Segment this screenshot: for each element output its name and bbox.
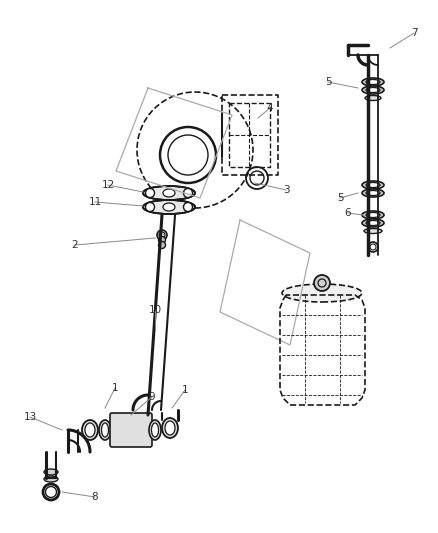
Ellipse shape xyxy=(165,421,175,435)
Ellipse shape xyxy=(366,79,380,85)
Ellipse shape xyxy=(362,78,384,86)
Ellipse shape xyxy=(163,203,175,211)
Ellipse shape xyxy=(145,189,155,198)
Ellipse shape xyxy=(149,420,161,440)
FancyBboxPatch shape xyxy=(110,413,152,447)
Text: 9: 9 xyxy=(148,392,155,402)
Ellipse shape xyxy=(152,423,159,437)
Ellipse shape xyxy=(366,87,380,93)
Text: 2: 2 xyxy=(72,240,78,250)
Text: 13: 13 xyxy=(23,412,37,422)
Text: 1: 1 xyxy=(182,385,188,395)
Ellipse shape xyxy=(162,418,178,438)
Circle shape xyxy=(157,230,167,240)
Text: 12: 12 xyxy=(101,180,115,190)
Text: 10: 10 xyxy=(148,305,162,315)
Ellipse shape xyxy=(44,469,58,475)
Ellipse shape xyxy=(85,423,95,437)
Ellipse shape xyxy=(362,219,384,227)
Ellipse shape xyxy=(366,221,380,225)
Ellipse shape xyxy=(44,476,58,482)
Ellipse shape xyxy=(143,186,195,200)
Ellipse shape xyxy=(362,86,384,94)
Ellipse shape xyxy=(362,211,384,219)
Circle shape xyxy=(159,241,166,248)
Circle shape xyxy=(368,242,378,252)
Ellipse shape xyxy=(145,203,155,212)
Ellipse shape xyxy=(362,181,384,189)
Ellipse shape xyxy=(163,189,175,197)
Text: 6: 6 xyxy=(345,208,351,218)
Circle shape xyxy=(46,487,57,497)
Text: 4: 4 xyxy=(267,103,273,113)
Ellipse shape xyxy=(184,189,192,198)
Ellipse shape xyxy=(366,182,380,188)
Ellipse shape xyxy=(366,213,380,217)
Ellipse shape xyxy=(364,229,382,233)
Text: 3: 3 xyxy=(283,185,290,195)
Circle shape xyxy=(314,275,330,291)
Circle shape xyxy=(159,237,166,244)
Text: 8: 8 xyxy=(92,492,98,502)
Ellipse shape xyxy=(366,190,380,196)
Text: 1: 1 xyxy=(112,383,118,393)
Text: 11: 11 xyxy=(88,197,102,207)
Ellipse shape xyxy=(365,95,381,101)
Ellipse shape xyxy=(362,189,384,197)
Ellipse shape xyxy=(184,203,192,212)
Ellipse shape xyxy=(143,200,195,214)
Ellipse shape xyxy=(82,420,98,440)
Text: 5: 5 xyxy=(337,193,343,203)
Ellipse shape xyxy=(102,423,109,437)
Ellipse shape xyxy=(282,284,362,302)
Text: 5: 5 xyxy=(325,77,331,87)
Ellipse shape xyxy=(99,420,111,440)
Text: 7: 7 xyxy=(411,28,417,38)
